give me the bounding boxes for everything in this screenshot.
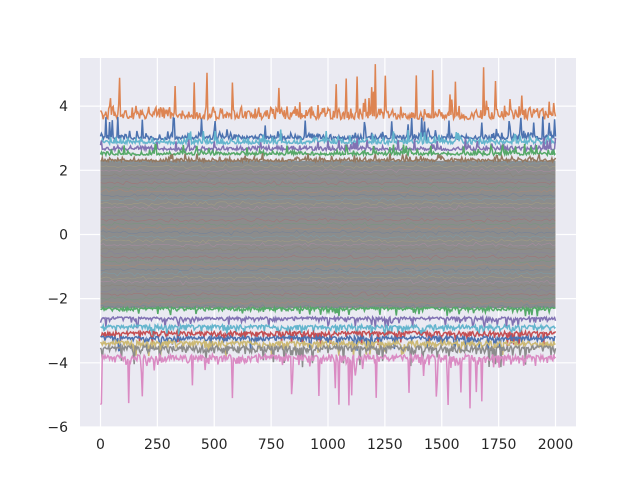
x-tick-label: 250 [144, 437, 171, 453]
x-tick-label: 2000 [538, 437, 574, 453]
series-line [100, 283, 556, 289]
x-tick-label: 500 [201, 437, 228, 453]
y-tick-label: −6 [47, 420, 68, 436]
series-line [100, 254, 556, 261]
series-line [100, 184, 556, 190]
series-line [100, 274, 556, 281]
y-tick-label: 2 [59, 163, 68, 179]
x-tick-label: 1500 [424, 437, 460, 453]
series-line [100, 197, 556, 202]
series-line [100, 153, 557, 165]
series-line [100, 213, 556, 219]
series-line [99, 116, 557, 143]
x-tick-label: 1250 [367, 437, 403, 453]
series-line [100, 159, 556, 165]
series-line [100, 238, 556, 244]
series-line [100, 176, 556, 182]
series-line [100, 270, 556, 277]
x-tick-label: 750 [258, 437, 285, 453]
y-tick-label: 0 [59, 227, 68, 243]
series-line [100, 229, 556, 236]
series-line [100, 241, 556, 248]
series-line [100, 328, 557, 347]
y-axis-ticks: −6 −4 −2 0 2 4 [47, 99, 68, 436]
series-line [100, 279, 556, 286]
series-line [100, 303, 556, 310]
series-band [100, 160, 556, 309]
series-line [99, 64, 557, 123]
series-line [100, 225, 556, 231]
series-line [100, 221, 556, 227]
series-line [99, 338, 556, 358]
y-tick-label: −4 [47, 356, 68, 372]
series-line [100, 200, 556, 207]
series-line [100, 204, 556, 211]
series-line [100, 193, 556, 198]
series-line [100, 167, 556, 173]
y-tick-label: −2 [47, 292, 68, 308]
series-line [100, 266, 556, 273]
x-tick-label: 0 [96, 437, 105, 453]
series-line [100, 217, 556, 223]
series-line [100, 246, 556, 252]
series-line [100, 304, 556, 317]
series-line [100, 209, 556, 215]
series-line [100, 188, 556, 194]
series-line [100, 172, 556, 178]
series-line [100, 322, 556, 338]
series-line [99, 143, 557, 158]
series-line [100, 295, 556, 301]
series-line [100, 163, 556, 169]
series-line [100, 180, 556, 186]
series-line [99, 351, 557, 409]
series-line [100, 291, 556, 297]
series-line [99, 343, 557, 368]
series-line [100, 249, 556, 257]
x-tick-label: 1000 [310, 437, 346, 453]
x-axis-ticks: 0 250 500 750 1000 1250 1500 1750 2000 [96, 437, 573, 453]
series-line [99, 314, 557, 330]
x-tick-label: 1750 [481, 437, 517, 453]
y-tick-label: 4 [59, 99, 68, 115]
series-line [100, 233, 556, 240]
series-line [100, 299, 556, 306]
series-lines [99, 64, 557, 409]
series-line [99, 137, 557, 154]
series-line [100, 258, 556, 264]
series-line [100, 287, 556, 293]
series-line [100, 262, 556, 269]
